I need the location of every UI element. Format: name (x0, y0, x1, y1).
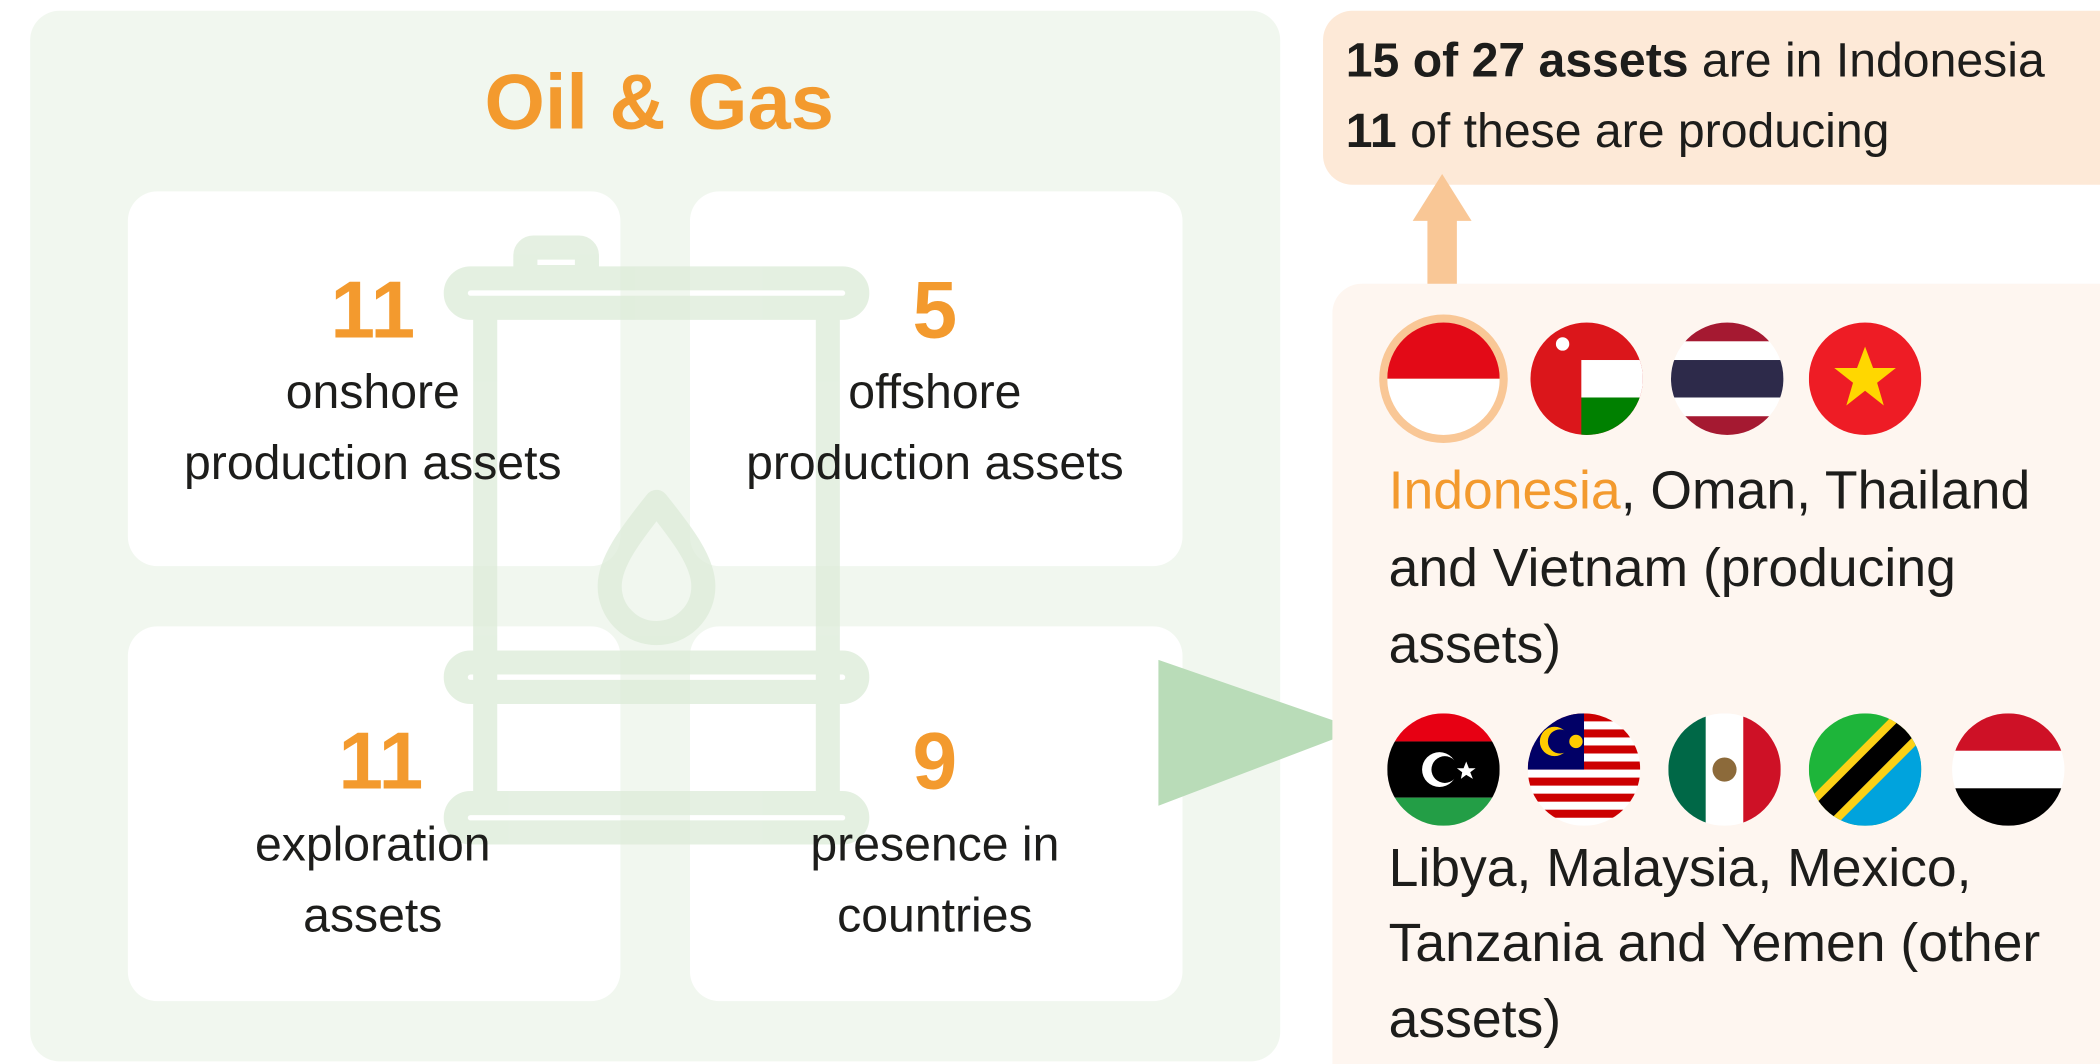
up-arrow (1412, 173, 1472, 299)
pointer-arrow (1158, 659, 1360, 806)
other-line: Tanzania and Yemen (other (1389, 914, 2041, 973)
stat-label: production assets (184, 436, 562, 490)
stat-label: production assets (746, 436, 1124, 490)
flag-vietnam (1808, 322, 1922, 435)
stat-value: 9 (913, 716, 958, 806)
stat-label: assets (303, 889, 442, 943)
countries-panel (1332, 283, 2100, 1064)
flag-malaysia (1527, 713, 1641, 826)
callout-line: 11 of these are producing (1346, 104, 1890, 158)
stat-value: 11 (330, 265, 415, 355)
producing-line: assets) (1389, 615, 1562, 674)
flag-oman (1530, 322, 1643, 435)
producing-line: and Vietnam (producing (1389, 539, 1956, 598)
stat-label: onshore (286, 365, 460, 419)
stat-value: 5 (913, 265, 958, 355)
flag-thailand (1671, 322, 1784, 435)
title: Oil & Gas (485, 59, 834, 145)
other-line: Libya, Malaysia, Mexico, (1389, 839, 1972, 898)
callout-box (1323, 10, 2100, 185)
other-line: assets) (1389, 990, 1562, 1049)
stat-value: 11 (338, 716, 423, 806)
flag-libya (1387, 713, 1500, 826)
barrel-icon (443, 235, 870, 845)
producing-line: Indonesia, Oman, Thailand (1389, 462, 2031, 521)
stat-label: offshore (848, 365, 1021, 419)
flag-yemen (1952, 713, 2065, 826)
callout-line: 15 of 27 assets are in Indonesia (1346, 33, 2045, 87)
flag-mexico (1668, 713, 1781, 826)
flag-indonesia (1387, 322, 1500, 435)
stat-label: presence in (810, 818, 1059, 872)
stat-label: exploration (255, 818, 491, 872)
stat-texts: 11 onshore production assets 5 offshore … (184, 265, 1124, 942)
stat-label: countries (837, 889, 1032, 943)
